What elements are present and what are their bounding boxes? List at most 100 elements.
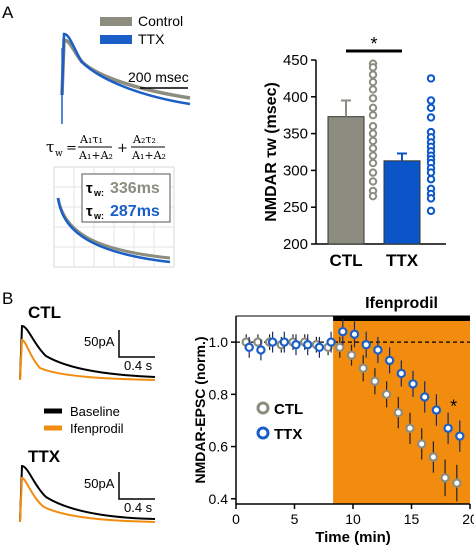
decay-fit-box: τ w: 336ms τ w: 287ms: [53, 166, 175, 268]
time-y-axis-label: NMDAR-EPSC (norm.): [192, 337, 208, 484]
point-ctl: [417, 439, 427, 449]
traces-legend: Baseline Ifenprodil: [44, 404, 124, 436]
ttx-fit-curve: [56, 197, 171, 264]
time-y-tick-label: 0.6: [209, 439, 229, 455]
data-point-ctl: [368, 136, 378, 146]
data-point-ttx: [426, 175, 436, 184]
point-ctl: [381, 389, 392, 400]
point-ctl: [405, 423, 415, 433]
point-ttx: [338, 326, 348, 337]
bar-y-tick-label: 350: [283, 126, 308, 143]
svg-text:τ: τ: [86, 180, 93, 197]
svg-text:A₂τ₂: A₂τ₂: [132, 133, 156, 146]
control-tau-value: 336ms: [110, 180, 160, 197]
bar-category-label: CTL: [329, 251, 362, 270]
point-ctl: [440, 473, 450, 483]
legend-ttx-swatch: [100, 35, 132, 44]
data-point-ttx: [426, 103, 436, 113]
time-significance-star: *: [450, 397, 457, 417]
data-point-ctl: [368, 111, 378, 120]
data-point-ctl: [368, 151, 378, 160]
data-point-ctl: [368, 70, 378, 79]
data-point-ttx: [426, 168, 436, 177]
legend-ctl-label: CTL: [274, 401, 303, 418]
bar-ctl: [327, 116, 365, 245]
time-y-tick-label: 1.0: [209, 334, 229, 350]
ctl-baseline-trace: [19, 324, 156, 381]
ctl-ifenprodil-trace: [19, 338, 156, 381]
data-point-ctl: [368, 129, 378, 138]
scalebar-label: 200 msec: [128, 69, 189, 85]
panel-a-traces: [60, 32, 191, 124]
ctl-scale-bar: [118, 330, 155, 358]
time-y-tick-label: 0.8: [209, 386, 229, 402]
ttx-scale-bar: [118, 472, 155, 500]
tau-formula: τ w = A₁τ₁ A₁+A₂ + A₂τ₂ A₁+A₂: [46, 133, 166, 162]
data-point-ctl: [368, 122, 378, 131]
data-point-ttx: [426, 113, 436, 122]
data-point-ctl: [368, 191, 378, 201]
point-ttx: [420, 392, 430, 402]
ttx-baseline-trace: [19, 464, 156, 523]
point-ctl: [370, 376, 380, 386]
point-ttx: [431, 405, 442, 415]
point-ttx: [314, 342, 325, 353]
legend-control-label: Control: [138, 13, 183, 29]
svg-text:=: =: [66, 141, 77, 156]
point-ctl: [358, 363, 368, 373]
ifenprodil-bar: [333, 316, 470, 321]
ttx-tau-value: 287ms: [110, 203, 160, 220]
point-ttx: [256, 345, 266, 355]
time-x-tick-label: 15: [404, 511, 420, 527]
data-point-ctl: [368, 144, 378, 153]
nmdar-epsc-time-course: Ifenprodil 0.4 0.6 0.8 1.0 0 5 10 15 20 Time (min)…: [192, 295, 474, 546]
bar-ttx: [383, 160, 421, 245]
data-point-ctl: [368, 177, 378, 186]
data-point-ctl: [368, 168, 378, 177]
ifenprodil-label: Ifenprodil: [365, 295, 438, 312]
time-y-tick-label: 0.4: [209, 491, 229, 507]
point-ttx: [326, 337, 336, 347]
data-point-ctl: [368, 103, 378, 113]
legend-ttx-label: TTX: [138, 31, 165, 47]
point-ttx: [267, 337, 278, 347]
time-x-tick-label: 20: [462, 511, 474, 527]
ttx-traces-title: TTX: [28, 447, 61, 466]
svg-text:A₁+A₂: A₁+A₂: [131, 149, 166, 162]
point-ttx: [361, 340, 371, 350]
point-ctl: [335, 342, 345, 353]
bar-category-label: TTX: [386, 251, 419, 270]
point-ttx: [244, 342, 254, 353]
panel-a-label: A: [2, 3, 14, 22]
data-point-ttx: [426, 206, 436, 216]
point-ttx: [303, 340, 313, 350]
svg-text:A₁+A₂: A₁+A₂: [78, 149, 113, 162]
legend-ctl-marker: [256, 401, 270, 415]
point-ctl: [346, 350, 357, 360]
time-x-axis-label: Time (min): [315, 529, 391, 546]
time-x-tick-label: 5: [291, 511, 299, 527]
point-ttx: [279, 337, 289, 347]
bar-y-axis-label: NMDAR τw (msec): [263, 82, 280, 222]
data-point-ctl: [368, 77, 378, 87]
bar-y-tick-label: 250: [283, 199, 308, 216]
panel-a-legend: Control TTX: [100, 13, 183, 47]
svg-text:w: w: [55, 149, 63, 159]
ctl-scale-amp: 50pA: [84, 334, 115, 349]
point-ttx: [373, 345, 383, 355]
legend-baseline-label: Baseline: [70, 404, 120, 419]
time-x-tick-label: 0: [232, 511, 240, 527]
data-point-ttx: [426, 74, 436, 83]
point-ttx: [443, 423, 453, 433]
point-ctl: [393, 407, 403, 418]
svg-text:+: +: [117, 141, 128, 156]
ttx-ifenprodil-trace: [19, 476, 156, 523]
panel-b-label: B: [2, 289, 13, 308]
ttx-trace: [60, 32, 191, 106]
svg-text:τ: τ: [46, 138, 54, 156]
ctl-traces: [19, 324, 156, 381]
point-ttx: [408, 379, 418, 389]
bar-y-tick-label: 400: [283, 89, 308, 106]
legend-ifenprodil-label: Ifenprodil: [70, 421, 124, 436]
